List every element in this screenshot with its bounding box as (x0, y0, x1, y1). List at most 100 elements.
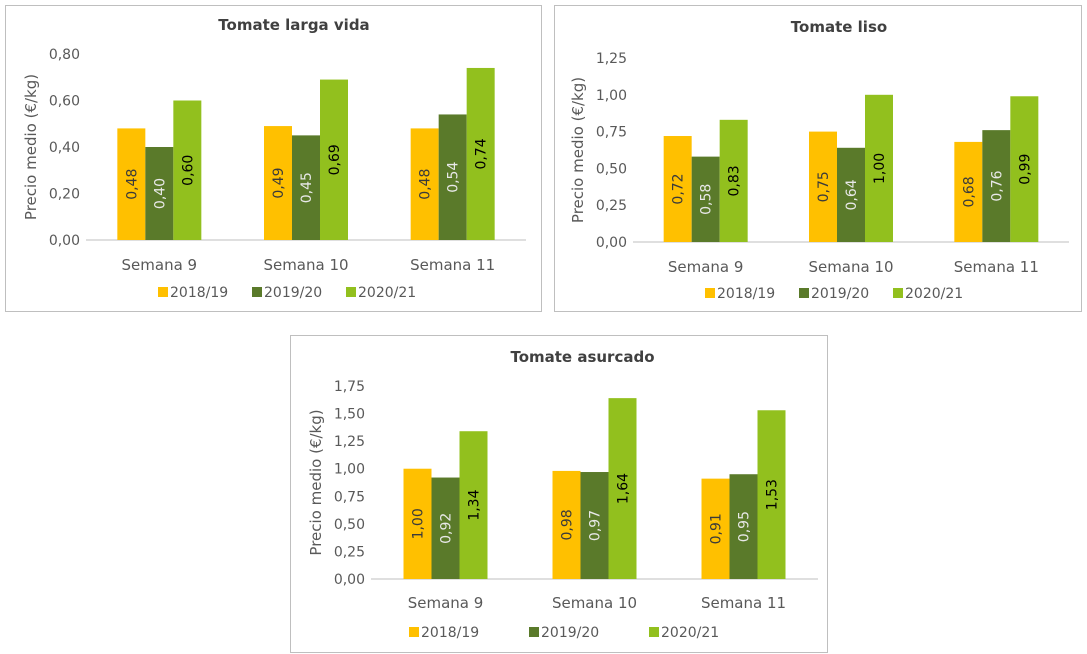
y-axis-label: Precio medio (€/kg) (307, 409, 325, 555)
data-label: 1,00 (872, 153, 888, 184)
x-tick-label: Semana 10 (808, 258, 893, 276)
data-label: 0,95 (737, 511, 753, 542)
x-tick-label: Semana 11 (410, 256, 495, 274)
data-label: 0,76 (989, 170, 1005, 201)
data-label: 1,53 (765, 479, 781, 510)
data-label: 0,48 (418, 169, 434, 200)
chart-panel-tomate-asurcado: Tomate asurcado Precio medio (€/kg) 0,00 0,… (290, 335, 828, 653)
bar (691, 156, 720, 242)
bar (292, 135, 320, 240)
y-tick-label: 0,25 (334, 544, 365, 560)
y-tick-label: 0,00 (596, 235, 627, 251)
y-tick-label: 0,25 (596, 198, 627, 214)
chart-title: Tomate liso (791, 18, 887, 36)
y-tick-label: 0,60 (49, 94, 80, 110)
data-label: 0,92 (439, 513, 455, 544)
legend-swatch (252, 287, 262, 297)
y-tick-label: 0,40 (49, 140, 80, 156)
x-tick-label: Semana 9 (668, 258, 744, 276)
bar (809, 131, 837, 242)
y-tick-label: 0,00 (334, 572, 365, 588)
bar (145, 147, 174, 240)
bar (701, 478, 730, 579)
data-label: 1,00 (411, 508, 427, 539)
legend-label: 2019/20 (264, 285, 322, 301)
legend-label: 2019/20 (811, 286, 869, 302)
chart-panel-tomate-larga-vida: Tomate larga vida Precio medio (€/kg) 0,00… (5, 5, 542, 312)
bar (117, 128, 146, 240)
y-tick-label: 0,75 (334, 489, 365, 505)
data-label: 0,40 (152, 178, 168, 209)
bar (459, 431, 488, 579)
y-tick-label: 0,00 (49, 233, 80, 249)
legend-swatch (893, 288, 903, 298)
bar (663, 136, 692, 242)
y-tick-label: 1,25 (596, 51, 627, 67)
data-label: 0,74 (474, 138, 490, 169)
y-tick-label: 1,00 (596, 88, 627, 104)
y-tick-label: 1,75 (334, 379, 365, 395)
legend-label: 2019/20 (541, 625, 599, 641)
legend-swatch (346, 287, 356, 297)
legend-swatch (649, 627, 659, 637)
bar (466, 67, 495, 240)
data-label: 0,54 (446, 162, 462, 193)
chart-svg: Tomate liso Precio medio (€/kg) 0,00 0,25 0,… (569, 18, 1069, 302)
bar (431, 477, 460, 579)
legend-label: 2018/19 (421, 625, 479, 641)
y-tick-label: 0,20 (49, 187, 80, 203)
legend-swatch (409, 627, 419, 637)
x-tick-label: Semana 9 (408, 594, 484, 612)
chart-title: Tomate larga vida (218, 16, 369, 34)
data-label: 0,97 (588, 510, 604, 541)
bar (719, 119, 748, 242)
data-label: 0,48 (124, 169, 140, 200)
x-tick-label: Semana 10 (263, 256, 348, 274)
chart-svg: Tomate asurcado Precio medio (€/kg) 0,00 0,… (307, 348, 818, 641)
data-label: 0,75 (816, 171, 832, 202)
data-label: 1,34 (467, 489, 483, 520)
y-axis-label: Precio medio (€/kg) (22, 74, 40, 220)
y-tick-label: 1,50 (334, 407, 365, 423)
bar (729, 474, 758, 579)
y-tick-label: 0,50 (334, 517, 365, 533)
bar (1010, 96, 1039, 242)
data-label: 0,91 (709, 513, 725, 544)
bar (982, 130, 1011, 242)
x-tick-label: Semana 11 (954, 258, 1039, 276)
chart-title: Tomate asurcado (510, 348, 654, 366)
data-label: 0,49 (271, 167, 287, 198)
legend-swatch (705, 288, 715, 298)
bar (837, 147, 865, 242)
data-label: 0,68 (961, 176, 977, 207)
data-label: 0,72 (671, 173, 687, 204)
bar (954, 141, 983, 242)
data-label: 0,98 (560, 509, 576, 540)
y-tick-label: 0,50 (596, 161, 627, 177)
bar (264, 126, 292, 240)
bar (552, 470, 581, 579)
y-tick-label: 1,25 (334, 434, 365, 450)
legend-label: 2020/21 (661, 625, 719, 641)
bar (608, 398, 637, 579)
chart-svg: Tomate larga vida Precio medio (€/kg) 0,00… (22, 16, 526, 301)
chart-panel-tomate-liso: Tomate liso Precio medio (€/kg) 0,00 0,25 0,… (554, 5, 1082, 312)
y-tick-label: 0,80 (49, 47, 80, 63)
data-label: 0,58 (699, 184, 715, 215)
bar (580, 472, 609, 579)
legend-swatch (799, 288, 809, 298)
legend-swatch (529, 627, 539, 637)
x-tick-label: Semana 11 (701, 594, 786, 612)
data-label: 0,99 (1017, 154, 1033, 185)
legend-label: 2018/19 (170, 285, 228, 301)
y-axis-label: Precio medio (€/kg) (569, 77, 587, 223)
data-label: 1,64 (616, 473, 632, 504)
bar (865, 94, 893, 242)
data-label: 0,83 (727, 165, 743, 196)
legend-label: 2018/19 (717, 286, 775, 302)
bar (403, 468, 432, 579)
legend-swatch (158, 287, 168, 297)
bar (410, 128, 439, 240)
legend-label: 2020/21 (905, 286, 963, 302)
x-tick-label: Semana 9 (122, 256, 198, 274)
